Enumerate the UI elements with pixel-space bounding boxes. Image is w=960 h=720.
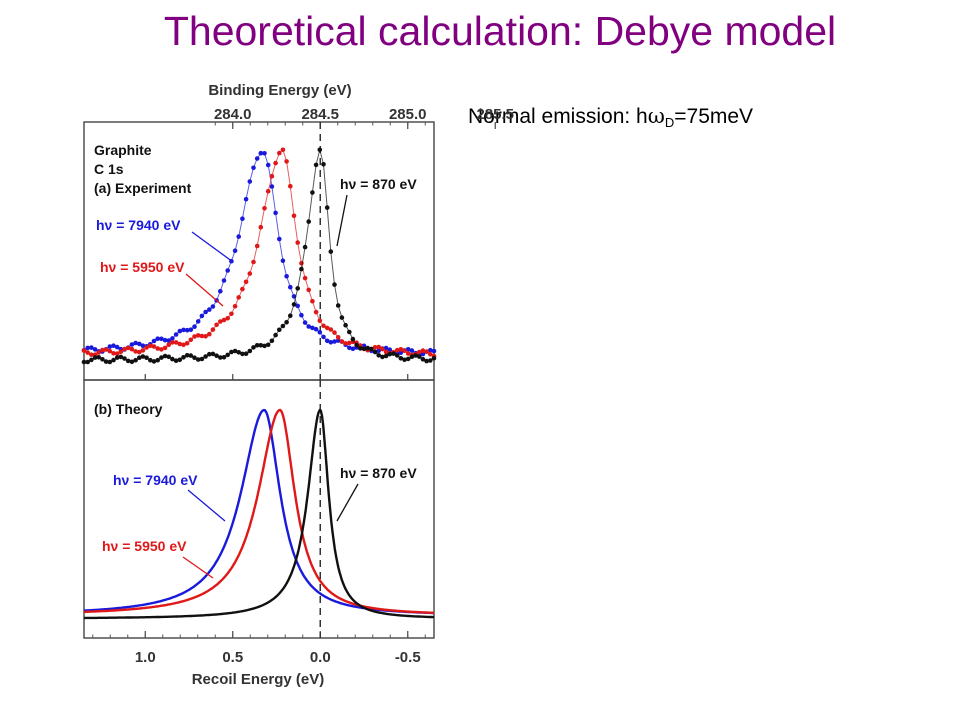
experiment-series-1	[81, 147, 437, 359]
bottom-panel-frame	[83, 379, 435, 639]
top-tick-label: 284.0	[214, 106, 252, 123]
note-subscript: D	[664, 115, 675, 130]
experiment-line-1	[83, 148, 435, 357]
top-tick-label: 285.5	[476, 106, 514, 123]
bottom-panel-label: (b) Theory	[94, 401, 163, 417]
top-axis-label: Binding Energy (eV)	[208, 82, 351, 99]
theory-curve-2	[83, 408, 434, 620]
top-panel-label-line: C 1s	[94, 161, 124, 177]
top-tick-label: 284.5	[301, 106, 339, 123]
experiment-series-2	[81, 147, 437, 365]
top-series-label-1: hν = 5950 eV	[100, 259, 185, 275]
bottom-series-label-2: hν = 870 eV	[340, 465, 417, 481]
top-leader-line-2	[336, 194, 348, 247]
bottom-leader-line-0	[187, 489, 226, 522]
top-leader-line-0	[191, 231, 234, 263]
bottom-leader-line-2	[336, 483, 359, 522]
bottom-leader-line-1	[182, 556, 214, 579]
normal-emission-note: Normal emission: hωD=75meV	[468, 104, 753, 130]
experiment-line-2	[84, 149, 435, 363]
omega-symbol: ω	[647, 104, 665, 128]
bottom-axis-label: Recoil Energy (eV)	[192, 671, 325, 688]
note-prefix: Normal emission: h	[468, 105, 648, 128]
theory-curve-1	[84, 408, 434, 614]
top-panel-label-line: (a) Experiment	[94, 180, 192, 196]
note-suffix: =75meV	[674, 105, 754, 128]
bottom-tick-label: -0.5	[395, 649, 421, 666]
bottom-tick-label: 0.0	[310, 649, 331, 666]
bottom-series-label-0: hν = 7940 eV	[113, 472, 198, 488]
bottom-tick-label: 1.0	[135, 649, 156, 666]
top-leader-line-1	[185, 273, 224, 307]
theory-curve-0	[83, 408, 434, 615]
top-tick-label: 285.0	[389, 106, 427, 123]
bottom-tick-label: 0.5	[222, 649, 243, 666]
top-series-label-2: hν = 870 eV	[340, 176, 417, 192]
top-panel-label-line: Graphite	[94, 142, 152, 158]
bottom-series-label-1: hν = 5950 eV	[102, 538, 187, 554]
top-series-label-0: hν = 7940 eV	[96, 217, 181, 233]
slide-title: Theoretical calculation: Debye model	[163, 8, 837, 54]
